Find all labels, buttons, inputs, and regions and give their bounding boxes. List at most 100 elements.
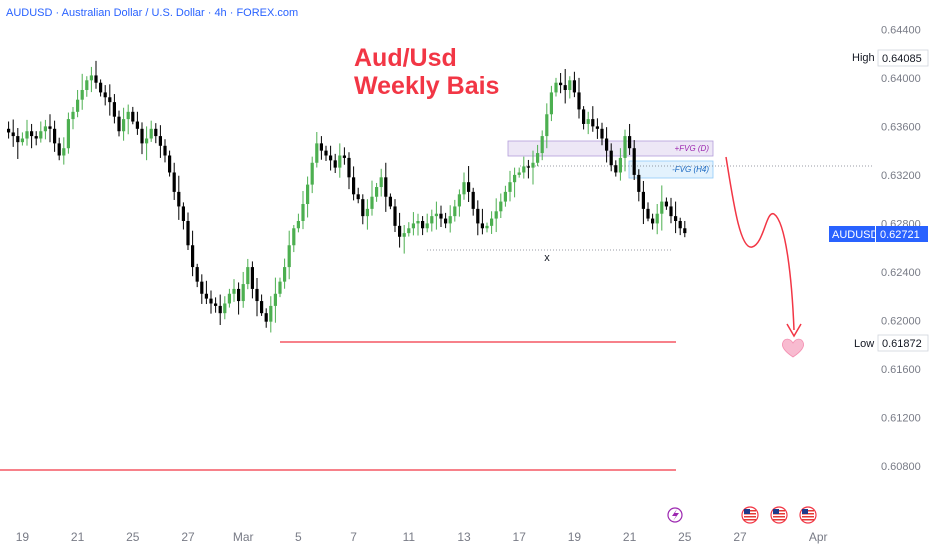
candle-body <box>605 138 609 151</box>
candle-body <box>62 148 66 156</box>
candle-body <box>34 136 38 139</box>
candle-body <box>191 245 195 268</box>
candle-body <box>264 313 268 322</box>
candle-body <box>526 166 530 168</box>
candle-body <box>278 281 282 294</box>
candle-body <box>227 293 231 304</box>
candle-body <box>664 201 668 207</box>
candle-body <box>416 220 420 224</box>
high-label: High <box>852 52 875 64</box>
candle-body <box>39 131 43 139</box>
candle-body <box>494 211 498 219</box>
candle-body <box>402 233 406 237</box>
candle-body <box>25 131 29 139</box>
x-tick-label: 7 <box>350 530 357 544</box>
fvg-h4-zone[interactable] <box>628 160 714 179</box>
price-axis[interactable]: 0.644000.640000.636000.632000.628000.624… <box>881 24 921 473</box>
candle-body <box>375 187 379 197</box>
x-tick-label: 19 <box>16 530 30 544</box>
candle-body <box>393 206 397 226</box>
y-tick-label: 0.63600 <box>881 121 921 133</box>
high-value: 0.64085 <box>882 53 922 65</box>
candle-body <box>131 111 135 122</box>
candle-body <box>255 288 259 302</box>
candle-body <box>586 119 590 124</box>
y-tick-label: 0.62000 <box>881 315 921 327</box>
candle-body <box>43 126 47 132</box>
x-tick-label: Apr <box>809 530 828 544</box>
analysis-heading: Aud/Usd Weekly Bais <box>354 44 499 100</box>
y-tick-label: 0.64400 <box>881 24 921 36</box>
candle-body <box>16 136 20 143</box>
heart-icon <box>782 338 804 358</box>
candle-body <box>444 218 448 224</box>
candle-body <box>683 228 687 234</box>
candle-body <box>287 245 291 268</box>
candle-body <box>11 132 15 137</box>
candle-body <box>384 177 388 197</box>
heading-line-1: Aud/Usd <box>354 44 457 72</box>
candle-body <box>80 89 84 100</box>
projection-path[interactable] <box>725 156 795 331</box>
candle-body <box>145 138 149 144</box>
candle-body <box>425 223 429 229</box>
us-flag-icon[interactable] <box>770 506 788 524</box>
candle-body <box>168 155 172 173</box>
candle-body <box>651 218 655 224</box>
candle-body <box>490 218 494 226</box>
candle-body <box>186 220 190 246</box>
candle-body <box>122 119 126 132</box>
candle-body <box>439 213 443 219</box>
candle-body <box>53 128 57 144</box>
candle-body <box>370 196 374 209</box>
low-value: 0.61872 <box>882 338 922 350</box>
candle-body <box>678 220 682 229</box>
candle-body <box>329 155 333 161</box>
candle-body <box>365 208 369 217</box>
y-tick-label: 0.61600 <box>881 364 921 376</box>
candle-body <box>338 155 342 168</box>
current-price-tag[interactable]: AUDUSD 0.62721 <box>829 226 928 242</box>
candle-body <box>522 166 526 173</box>
fvg-daily-label: +FVG (D) <box>675 144 710 153</box>
candle-body <box>71 111 75 120</box>
candle-body <box>388 196 392 207</box>
time-axis[interactable]: 19 21 25 27 Mar 5 7 11 13 17 19 21 25 27 Apr <box>16 530 828 544</box>
candle-body <box>103 92 107 98</box>
candle-body <box>108 97 112 103</box>
candle-body <box>306 184 310 205</box>
candle-body <box>135 121 139 129</box>
us-flag-icon[interactable] <box>741 506 759 524</box>
candle-body <box>347 157 351 178</box>
us-flag-icon[interactable] <box>799 506 817 524</box>
candle-body <box>536 153 540 163</box>
x-tick-label: 21 <box>71 530 85 544</box>
x-tick-label: 27 <box>181 530 195 544</box>
lightning-icon[interactable] <box>667 507 683 523</box>
candle-body <box>218 305 222 314</box>
y-tick-label: 0.64000 <box>881 73 921 85</box>
candle-body <box>499 201 503 212</box>
candle-body <box>660 201 664 214</box>
candle-body <box>283 267 287 282</box>
candle-body <box>480 223 484 229</box>
candle-body <box>600 128 604 139</box>
candle-body <box>669 206 673 217</box>
candle-body <box>632 148 636 175</box>
candle-body <box>20 138 24 143</box>
candle-body <box>485 225 489 229</box>
symbol-title[interactable]: AUDUSD · Australian Dollar / U.S. Dollar… <box>6 7 299 19</box>
candle-body <box>269 305 273 322</box>
current-symbol: AUDUSD <box>832 229 879 241</box>
x-tick-label: 19 <box>568 530 582 544</box>
candle-body <box>674 216 678 221</box>
candle-body <box>559 82 563 86</box>
candle-body <box>172 172 176 192</box>
x-tick-label: Mar <box>233 530 254 544</box>
candle-body <box>503 191 507 202</box>
candle-body <box>85 80 89 90</box>
x-tick-label: 11 <box>403 530 416 544</box>
candle-body <box>540 136 544 154</box>
current-value: 0.62721 <box>880 229 920 241</box>
